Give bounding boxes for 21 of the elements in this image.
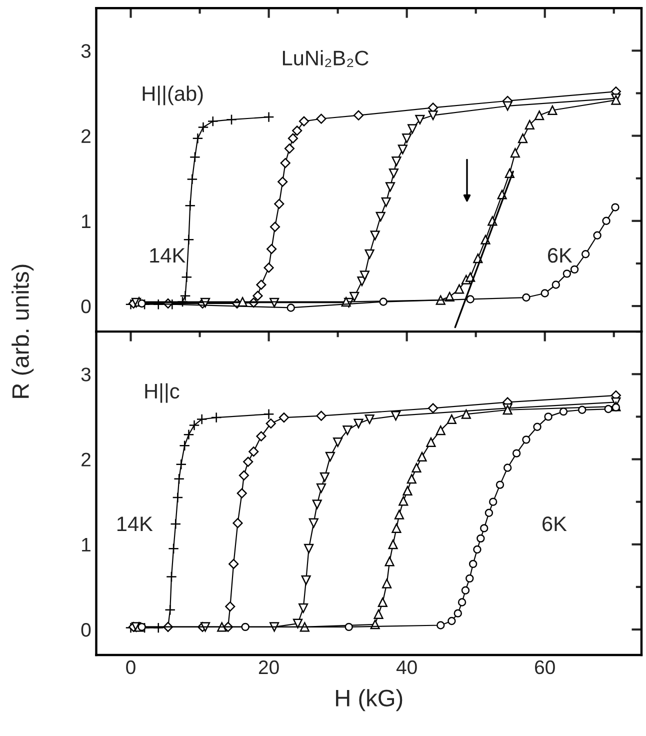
x-tick-label: 40: [396, 660, 417, 674]
annotation: LuNi₂B₂C: [282, 50, 368, 68]
x-tick-label: 20: [258, 660, 279, 674]
y-axis-title: R (arb. units): [12, 264, 34, 398]
y-tick-label: 3: [81, 44, 91, 58]
x-tick-label: 0: [126, 660, 136, 674]
annotation: 6K: [548, 248, 572, 263]
annotation: 14K: [150, 248, 186, 263]
y-tick-label: 3: [81, 368, 91, 382]
y-tick-label: 2: [82, 129, 90, 143]
y-tick-label: 0: [81, 300, 91, 314]
annotation: 6K: [542, 516, 567, 532]
annotation: H||(ab): [142, 86, 203, 106]
y-tick-label: 2: [82, 452, 90, 466]
annotation: H||c: [145, 383, 180, 403]
x-axis-title: H (kG): [336, 689, 402, 712]
x-tick-label: 60: [535, 660, 555, 674]
y-tick-label: 0: [81, 622, 91, 637]
y-tick-label: 1: [82, 214, 90, 228]
y-tick-label: 1: [82, 538, 90, 552]
annotation: 14K: [117, 516, 153, 532]
